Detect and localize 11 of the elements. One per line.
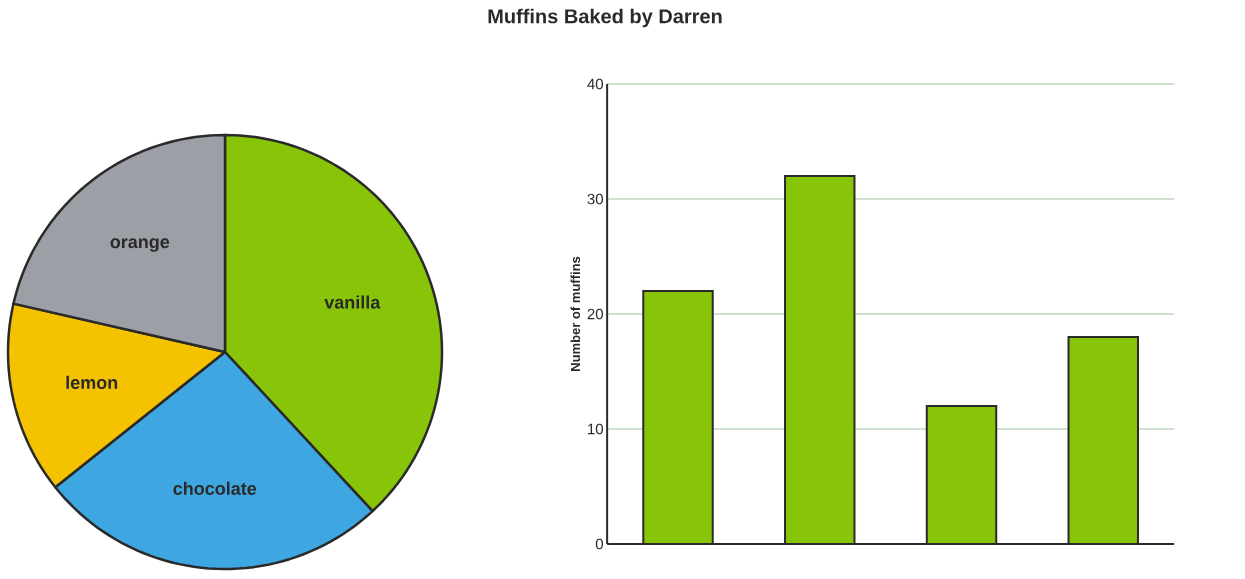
slice-label: orange (110, 238, 170, 252)
slice-label: chocolate (173, 481, 257, 495)
text: Muffins Baked by Darren (488, 8, 722, 28)
y-tick-label: 0 (595, 538, 603, 550)
y-tick-label: 30 (587, 193, 603, 205)
y-tick-label: 10 (588, 423, 603, 435)
y-tick-label: 40 (587, 78, 603, 90)
slice-label: vanilla (324, 295, 381, 309)
y-tick-label: 20 (587, 308, 603, 320)
slice-label: lemon (66, 375, 118, 389)
y-axis-title: Number of muffins (570, 256, 581, 371)
